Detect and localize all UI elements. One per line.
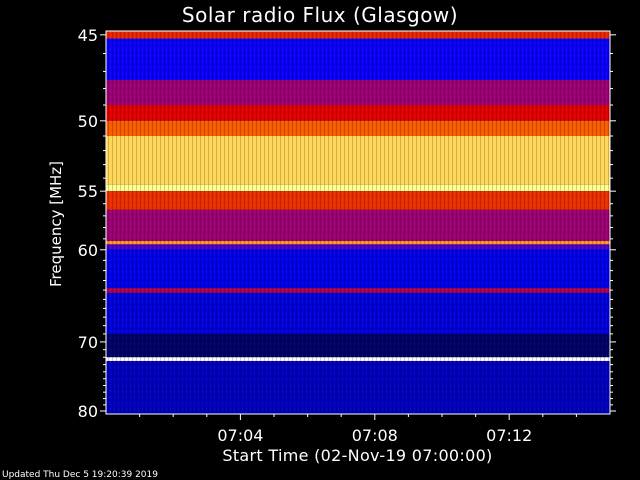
y-tick-label: 70 xyxy=(78,333,98,352)
x-tick-label: 07:04 xyxy=(217,426,263,445)
y-tick-label: 80 xyxy=(78,402,98,421)
x-axis-label: Start Time (02-Nov-19 07:00:00) xyxy=(222,446,493,465)
y-axis-label: Frequency [MHz] xyxy=(47,160,65,288)
y-tick-label: 60 xyxy=(78,241,98,260)
texture-overlay xyxy=(106,31,610,414)
y-axis: 45 50 55 60 70 80 xyxy=(78,26,616,421)
x-tick-label: 07:08 xyxy=(352,426,398,445)
plot-frame xyxy=(105,30,611,415)
x-tick-label: 07:12 xyxy=(486,426,532,445)
y-tick-label: 55 xyxy=(78,182,98,201)
updated-timestamp: Updated Thu Dec 5 19:20:39 2019 xyxy=(2,470,158,480)
y-tick-label: 45 xyxy=(78,26,98,45)
x-axis: 07:04 07:08 07:12 xyxy=(139,414,577,445)
chart-title: Solar radio Flux (Glasgow) xyxy=(181,3,459,27)
y-tick-label: 50 xyxy=(78,112,98,131)
